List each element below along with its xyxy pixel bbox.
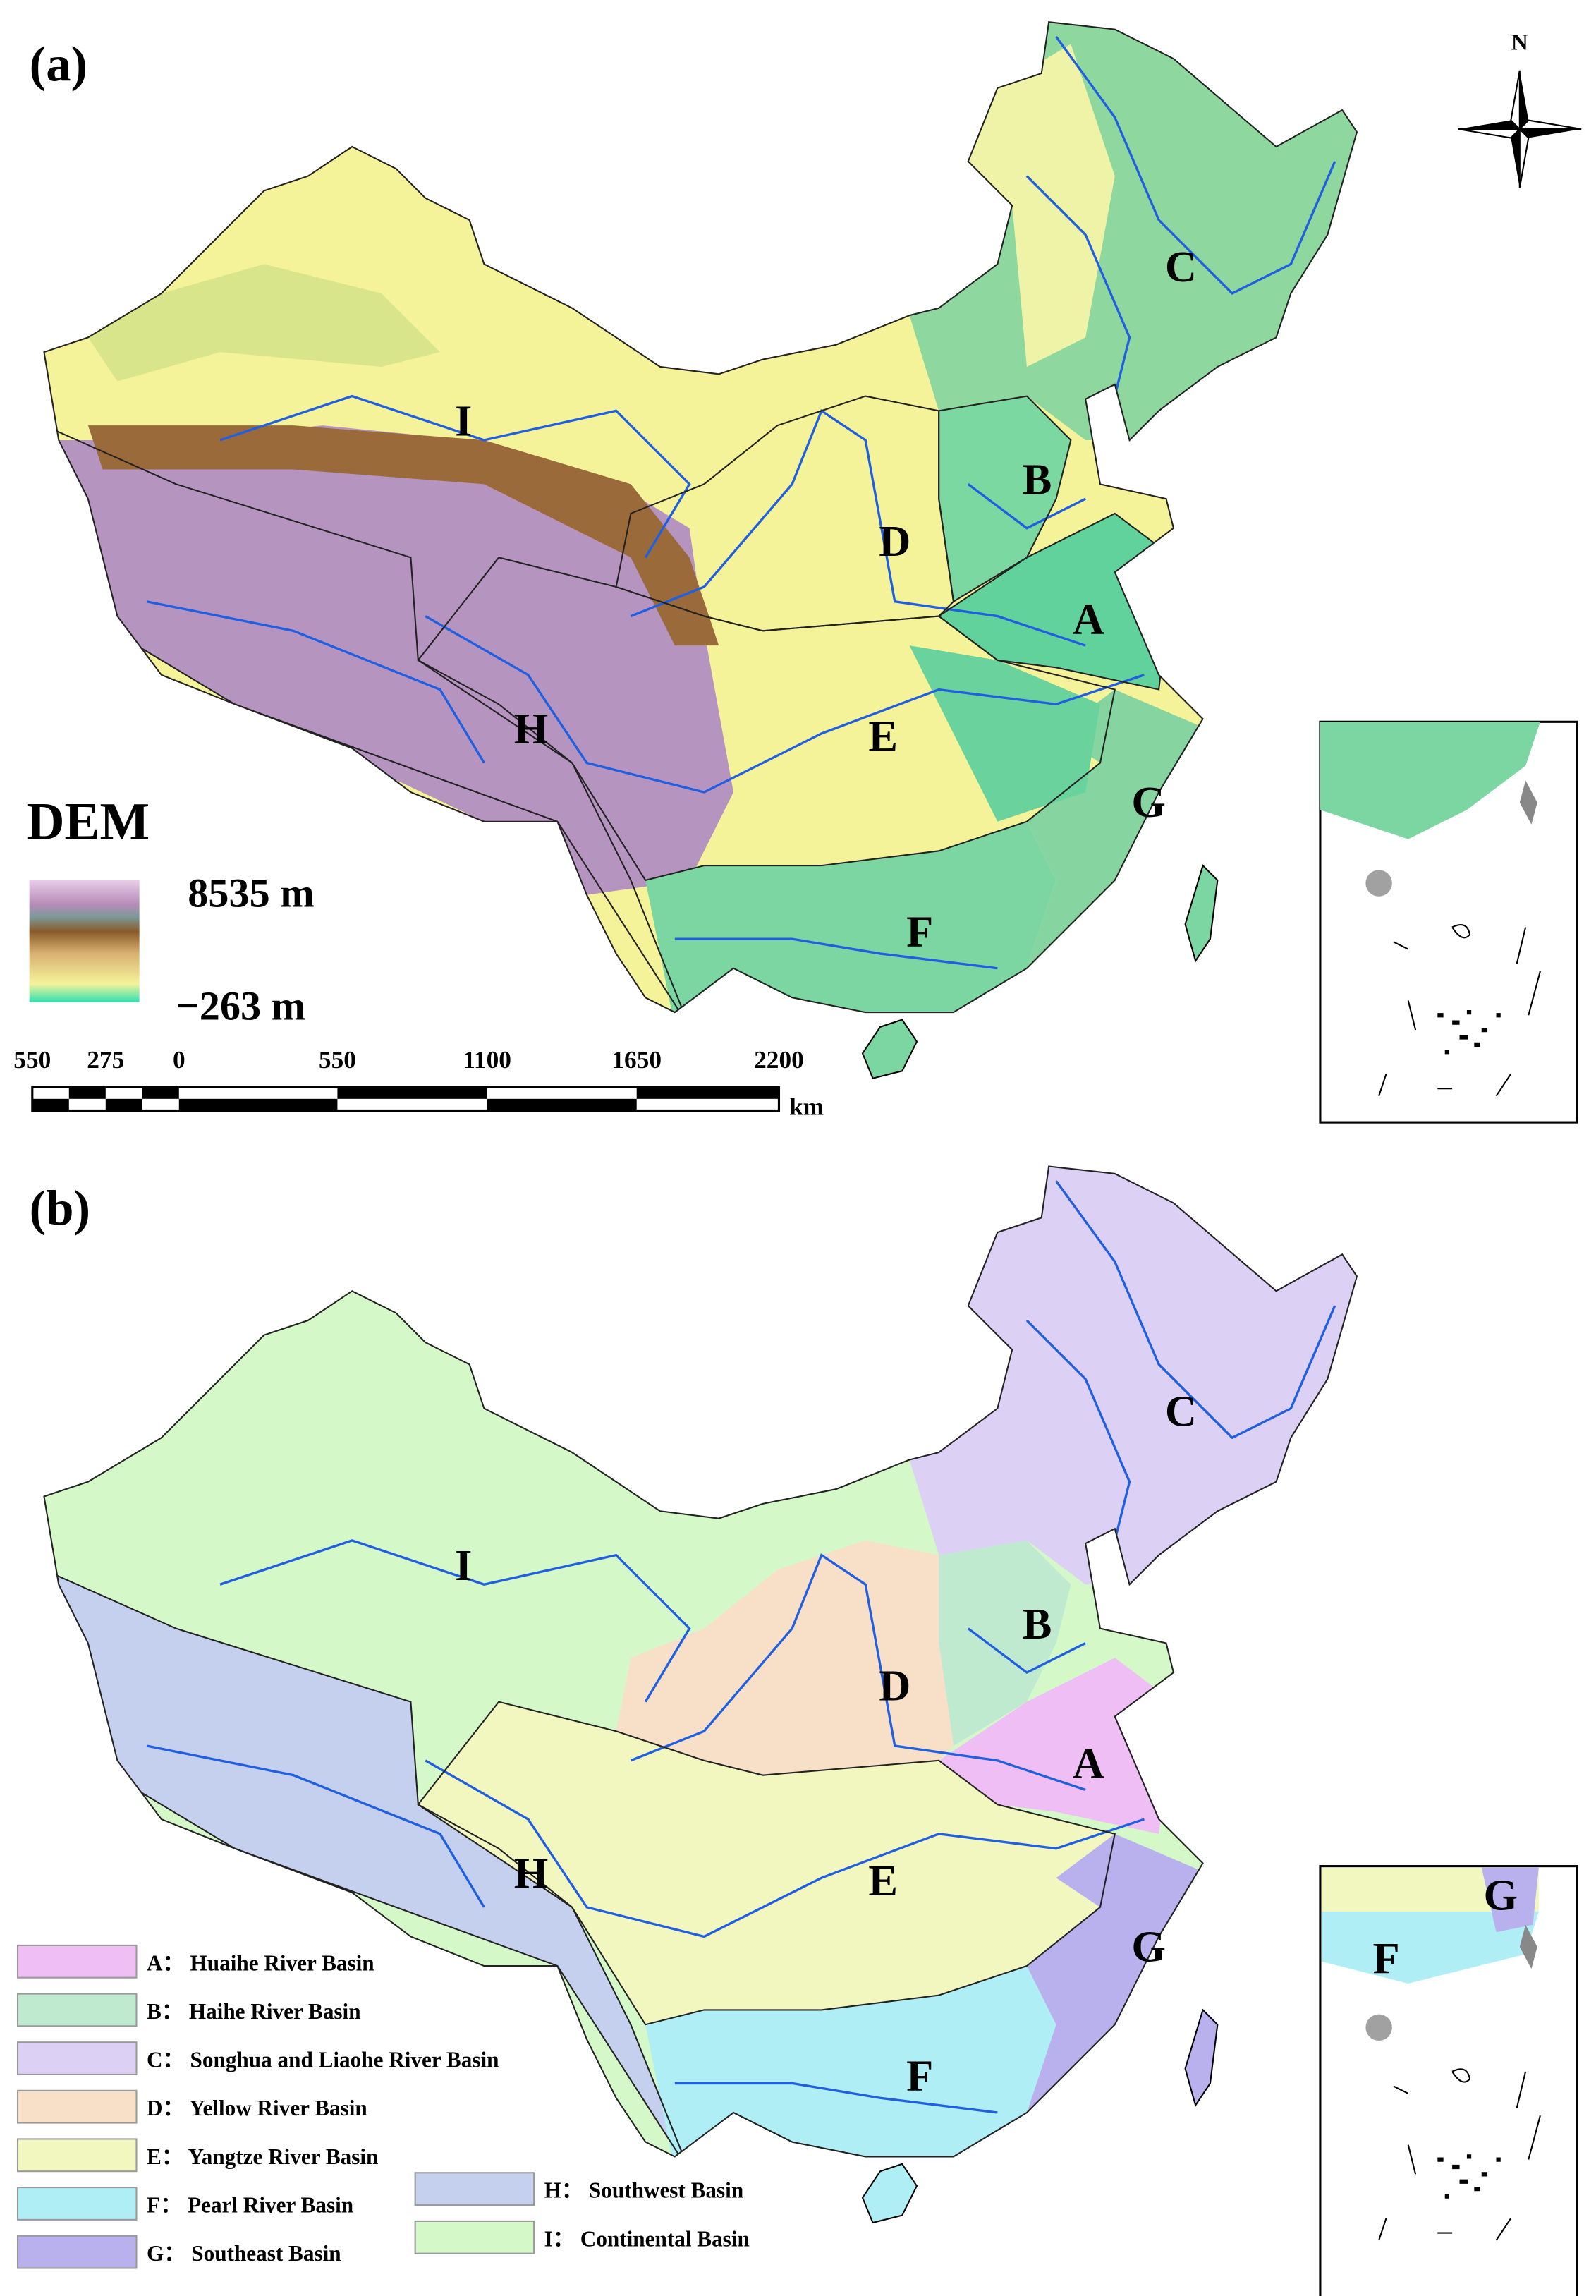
inset-letter: G	[1483, 1871, 1518, 1920]
basin-letter: C	[1165, 1387, 1197, 1435]
basin-letter: A	[1073, 1739, 1104, 1788]
basin-letter: E	[868, 712, 898, 761]
scale-segment	[487, 1098, 637, 1111]
legend-label: F： Pearl River Basin	[147, 2192, 353, 2217]
scale-segment	[32, 1098, 69, 1111]
scale-bar: 550 275 0 550 1100 1650 2200	[13, 1045, 804, 1112]
scale-segment	[142, 1087, 179, 1099]
legend-label: B： Haihe River Basin	[147, 1999, 361, 2024]
basin-letter: H	[514, 1849, 549, 1898]
basin-letter: B	[1023, 1600, 1052, 1648]
scale-label: 1650	[611, 1045, 662, 1074]
legend-swatch	[414, 2220, 535, 2254]
legend-swatch	[16, 2187, 138, 2221]
legend-swatch	[16, 2138, 138, 2173]
basin-letter: E	[868, 1857, 898, 1905]
north-arrow	[1458, 70, 1582, 188]
scale-segment	[68, 1087, 106, 1099]
inset-letter: F	[1372, 1934, 1399, 1983]
basin-letter: I	[455, 396, 472, 445]
basin-letter: F	[906, 2052, 933, 2101]
north-label: N	[1511, 30, 1528, 56]
legend-label: D： Yellow River Basin	[147, 2096, 367, 2120]
legend-label: G： Southeast Basin	[147, 2241, 341, 2266]
basin-letter: H	[514, 705, 549, 753]
dem-map	[44, 22, 1357, 1013]
basin-letter: D	[879, 517, 910, 566]
legend-label: C： Songhua and Liaohe River Basin	[147, 2048, 499, 2072]
basin-letter: A	[1073, 595, 1104, 643]
panel-label: (a)	[30, 37, 87, 92]
scale-label: 275	[87, 1045, 124, 1074]
scale-segment	[105, 1098, 142, 1111]
scale-segment	[636, 1087, 779, 1099]
scale-segment	[178, 1098, 338, 1111]
panel-a: (a) DEM 8535 m −263 m 550 275 0 550	[13, 21, 1582, 1124]
scale-label: 1100	[463, 1045, 511, 1074]
legend-swatch	[16, 2235, 138, 2269]
scale-segment	[337, 1087, 487, 1099]
scale-unit: km	[789, 1093, 824, 1121]
basin-letter: I	[455, 1541, 472, 1590]
legend-swatch	[414, 2172, 535, 2206]
legend-label: I： Continental Basin	[544, 2226, 750, 2251]
basin-letter: B	[1023, 456, 1052, 504]
legend: A： Huaihe River Basin B： Haihe River Basi…	[16, 1944, 750, 2269]
dem-title: DEM	[26, 793, 150, 851]
panel-label: (b)	[30, 1182, 90, 1237]
legend-swatch	[16, 2041, 138, 2075]
basin-letter: D	[879, 1661, 910, 1710]
scale-label: 0	[173, 1045, 185, 1074]
legend-swatch	[16, 2089, 138, 2124]
basin-letter: F	[906, 907, 933, 956]
panel-b: (b) A B C D E F G H I G F A： Huaihe River Basin B： …	[16, 1165, 1578, 2296]
basin-letter: C	[1165, 243, 1197, 291]
legend-label: E： Yangtze River Basin	[147, 2144, 378, 2169]
scale-label: 550	[319, 1045, 356, 1074]
legend-swatch	[16, 1944, 138, 1979]
basin-letter: G	[1131, 1923, 1166, 1972]
dem-max: 8535 m	[188, 870, 315, 916]
basin-letter: G	[1131, 778, 1166, 827]
dem-min: −263 m	[176, 983, 306, 1029]
dem-colorbar	[29, 880, 140, 1002]
legend-label: H： Southwest Basin	[544, 2178, 744, 2203]
scale-label: 2200	[754, 1045, 804, 1074]
legend-swatch	[16, 1993, 138, 2027]
legend-label: A： Huaihe River Basin	[147, 1950, 374, 1975]
scale-label: 550	[13, 1045, 51, 1074]
